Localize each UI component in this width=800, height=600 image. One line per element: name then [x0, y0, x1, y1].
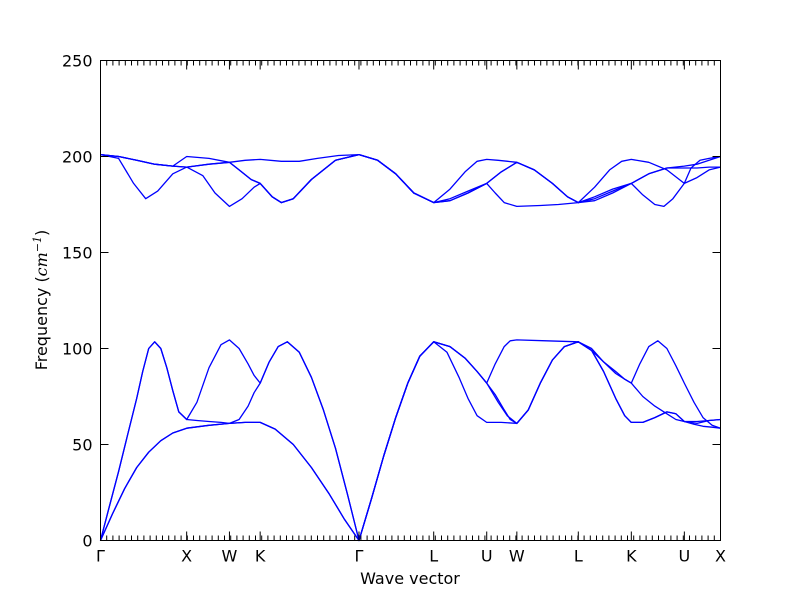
- y-tick-label: 200: [62, 148, 93, 167]
- x-tick-label: U: [481, 547, 493, 566]
- x-tick-label: W: [509, 547, 525, 566]
- x-tick-label: K: [626, 547, 637, 566]
- y-axis-label-unit: cm: [32, 252, 51, 276]
- y-tick-label: 100: [62, 340, 93, 359]
- x-tick-label: Γ: [96, 547, 105, 566]
- x-tick-label: U: [678, 547, 690, 566]
- y-axis-label-text: Frequency: [32, 288, 51, 371]
- x-tick-label: L: [574, 547, 583, 566]
- y-tick-labels: 0 50 100 150 200 250: [62, 52, 93, 551]
- branch-line-6: [100, 153, 721, 204]
- branch-line-5: [100, 153, 721, 204]
- y-tick-label: 0: [82, 532, 92, 551]
- series-layer: [99, 153, 721, 542]
- branch-line-1: [99, 341, 721, 542]
- plot-frame: [100, 60, 721, 541]
- y-axis-label-unit-exp: −1: [31, 236, 44, 252]
- y-tick-label: 50: [72, 436, 92, 455]
- x-tick-label: X: [181, 547, 192, 566]
- branch-line-3: [99, 339, 721, 542]
- tick-layer: [100, 60, 721, 541]
- x-tick-label: L: [429, 547, 438, 566]
- y-axis-label: Frequency (cm−1): [31, 230, 51, 371]
- branch-line-4: [99, 341, 721, 542]
- x-tick-label: Γ: [355, 547, 364, 566]
- branch-line-8: [100, 153, 721, 204]
- branch-line-7: [100, 153, 721, 208]
- x-tick-label: K: [255, 547, 266, 566]
- x-axis-label: Wave vector: [360, 569, 460, 588]
- y-tick-label: 250: [62, 52, 93, 71]
- branch-line-2: [99, 341, 721, 542]
- x-tick-label: W: [222, 547, 238, 566]
- x-tick-label: X: [715, 547, 726, 566]
- y-tick-label: 150: [62, 244, 93, 263]
